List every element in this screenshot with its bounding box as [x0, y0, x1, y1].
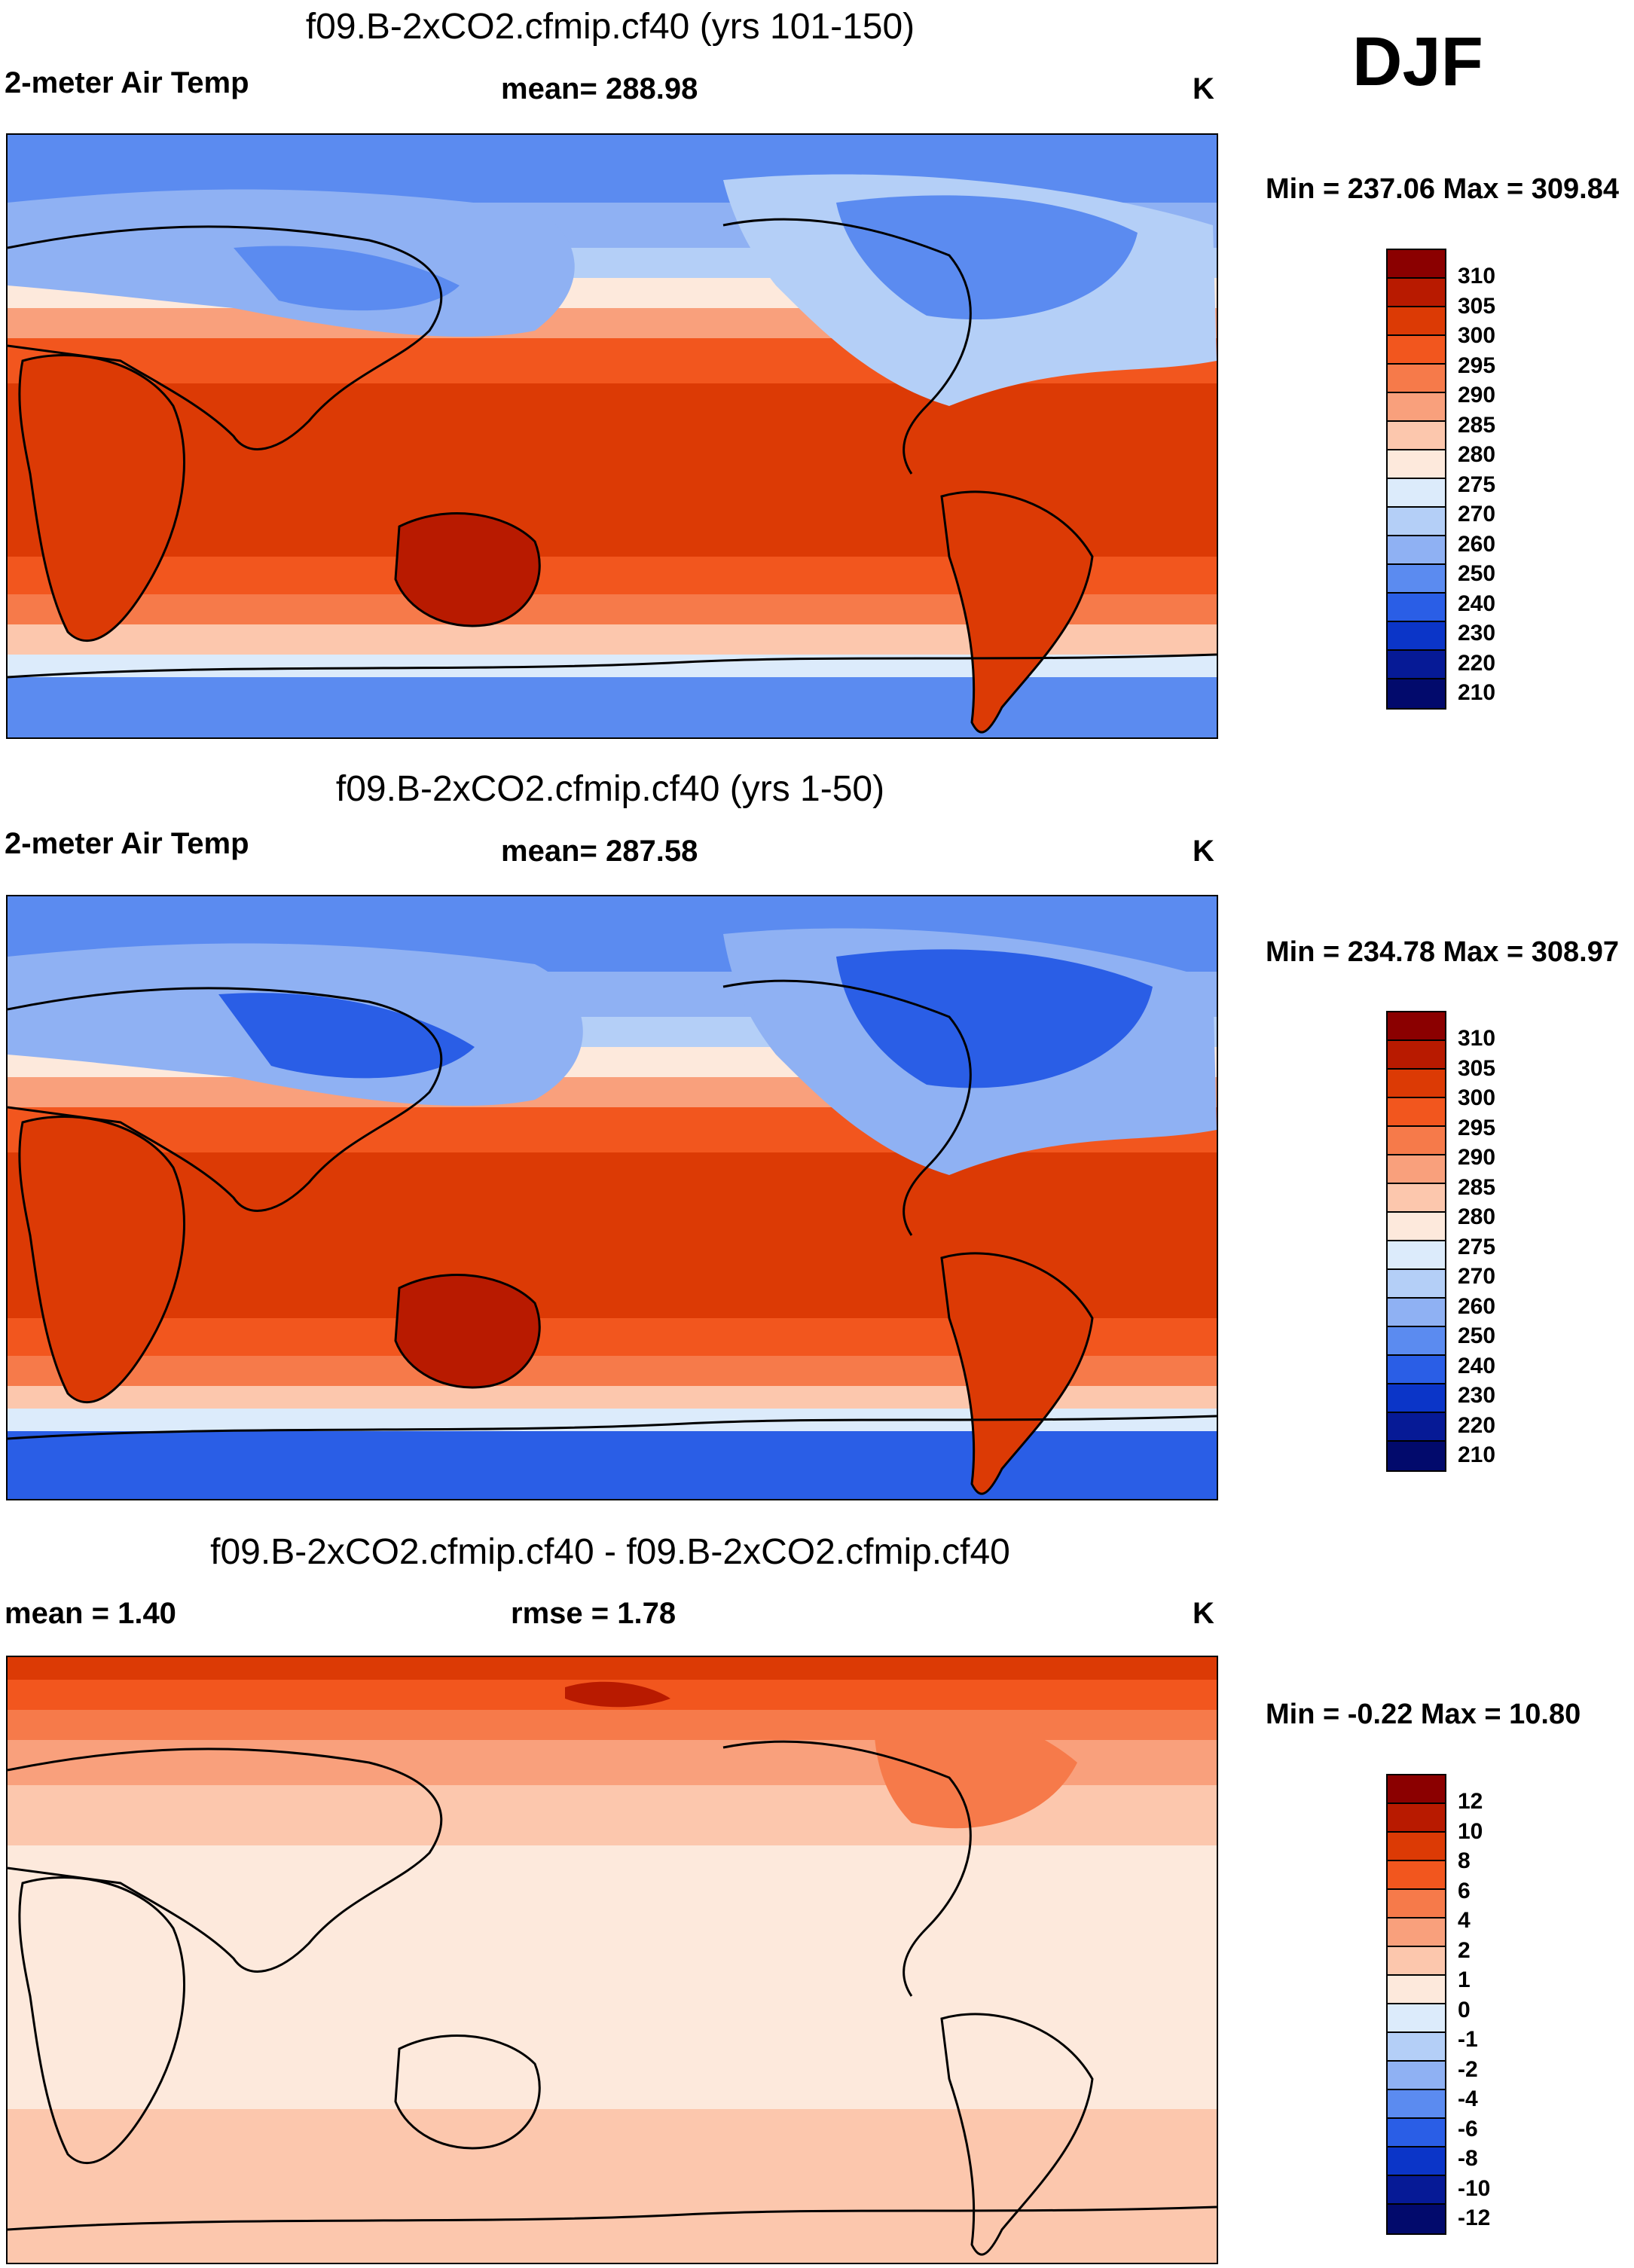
colorbar-tick: 310 [1458, 1026, 1496, 1051]
panel-1-title: f09.B-2xCO2.cfmip.cf40 (yrs 101-150) [305, 7, 915, 47]
africa-land [18, 1116, 185, 1403]
panel-1-colorbar [1386, 249, 1446, 710]
north-america-warming [874, 1711, 1077, 1829]
eurasia-outline [8, 987, 443, 1212]
colorbar-tick: 260 [1458, 531, 1496, 557]
panel-3-rmse-label: rmse = 1.78 [511, 1597, 677, 1630]
antarctica-outline [8, 2205, 1217, 2231]
eurasia-coldest [218, 993, 475, 1079]
eurasia-coldest [234, 246, 460, 311]
panel-2-minmax: Min = 234.78 Max = 308.97 [1266, 936, 1619, 968]
colorbar-tick: 230 [1458, 1383, 1496, 1408]
colorbar-tick: 300 [1458, 323, 1496, 348]
africa-outline [18, 1876, 185, 2164]
eurasia-outline [8, 225, 443, 450]
colorbar-tick: 305 [1458, 293, 1496, 319]
panel-2-left-label: 2-meter Air Temp [5, 827, 249, 860]
colorbar-tick: 275 [1458, 1234, 1496, 1259]
colorbar-tick: 2 [1458, 1937, 1471, 1963]
colorbar-tick: 240 [1458, 1353, 1496, 1378]
colorbar-tick: 270 [1458, 1264, 1496, 1289]
panel-3-title: f09.B-2xCO2.cfmip.cf40 - f09.B-2xCO2.cfm… [210, 1532, 1010, 1572]
south-america-outline [940, 2013, 1094, 2256]
australia-outline [394, 2034, 541, 2150]
colorbar-tick: 270 [1458, 502, 1496, 527]
eurasia-outline [8, 1748, 443, 1973]
panel-1-minmax: Min = 237.06 Max = 309.84 [1266, 173, 1619, 205]
colorbar-tick: -10 [1458, 2175, 1491, 2201]
colorbar-tick: 295 [1458, 1115, 1496, 1140]
colorbar-tick: -8 [1458, 2146, 1478, 2171]
colorbar-tick: 275 [1458, 472, 1496, 497]
colorbar-tick: 10 [1458, 1818, 1483, 1844]
north-america-coldest [836, 949, 1153, 1088]
colorbar-tick: 8 [1458, 1848, 1471, 1873]
panel-3-mean-label: mean = 1.40 [5, 1597, 176, 1630]
map-band [8, 1657, 1217, 1680]
colorbar-tick: 300 [1458, 1085, 1496, 1110]
australia-land [394, 1274, 541, 1389]
antarctica-outline [8, 653, 1217, 679]
north-america-coldest [836, 195, 1138, 320]
colorbar-tick: -12 [1458, 2205, 1491, 2230]
colorbar-tick: 290 [1458, 1145, 1496, 1170]
south-america-land [940, 490, 1094, 734]
colorbar-tick: 260 [1458, 1293, 1496, 1319]
colorbar-tick: 1 [1458, 1967, 1471, 1992]
panel-3-minmax: Min = -0.22 Max = 10.80 [1266, 1699, 1581, 1730]
colorbar-tick: 290 [1458, 383, 1496, 408]
colorbar-tick: 0 [1458, 1997, 1471, 2022]
colorbar-tick: 6 [1458, 1878, 1471, 1903]
colorbar-tick: 220 [1458, 1412, 1496, 1438]
panel-3-units: K [1193, 1597, 1214, 1630]
colorbar-tick: 305 [1458, 1055, 1496, 1081]
colorbar-tick: 4 [1458, 1908, 1471, 1933]
north-america-outline [722, 218, 972, 475]
colorbar-tick: -4 [1458, 2086, 1478, 2111]
colorbar-tick: 250 [1458, 561, 1496, 586]
panel-2-title: f09.B-2xCO2.cfmip.cf40 (yrs 1-50) [335, 769, 885, 809]
panel-3-map [6, 1656, 1218, 2264]
colorbar-tick: 220 [1458, 650, 1496, 676]
colorbar-tick: 230 [1458, 621, 1496, 646]
map-band [8, 677, 1217, 737]
africa-land [18, 354, 185, 642]
australia-land [394, 512, 541, 627]
colorbar-tick: 295 [1458, 353, 1496, 378]
map-band [8, 1431, 1217, 1499]
colorbar-tick: 250 [1458, 1323, 1496, 1348]
colorbar-tick: 210 [1458, 680, 1496, 705]
colorbar-tick: -2 [1458, 2056, 1478, 2082]
colorbar-tick: 285 [1458, 1174, 1496, 1200]
panel-2-colorbar [1386, 1011, 1446, 1472]
antarctica-outline [8, 1415, 1217, 1440]
panel-2-mean-label: mean= 287.58 [501, 835, 698, 868]
north-america-outline [722, 979, 972, 1236]
map-band [8, 2109, 1217, 2263]
colorbar-tick: -1 [1458, 2027, 1478, 2052]
colorbar-tick: -6 [1458, 2116, 1478, 2141]
colorbar-tick: 280 [1458, 442, 1496, 467]
north-america-outline [722, 1740, 972, 1997]
panel-1-left-label: 2-meter Air Temp [5, 66, 249, 99]
panel-1-units: K [1193, 72, 1214, 105]
season-label: DJF [1352, 23, 1483, 100]
colorbar-tick: 240 [1458, 591, 1496, 616]
colorbar-tick: 280 [1458, 1204, 1496, 1229]
colorbar-tick: 310 [1458, 264, 1496, 288]
panel-1-mean-label: mean= 288.98 [501, 72, 698, 105]
colorbar-tick: 12 [1458, 1789, 1483, 1814]
panel-2-map [6, 895, 1218, 1500]
panel-3-colorbar [1386, 1774, 1446, 2235]
panel-1-map [6, 133, 1218, 739]
colorbar-tick: 210 [1458, 1442, 1496, 1467]
panel-2-units: K [1193, 835, 1214, 868]
arctic-max-warming [565, 1681, 670, 1708]
south-america-land [940, 1252, 1094, 1495]
colorbar-tick: 285 [1458, 412, 1496, 438]
